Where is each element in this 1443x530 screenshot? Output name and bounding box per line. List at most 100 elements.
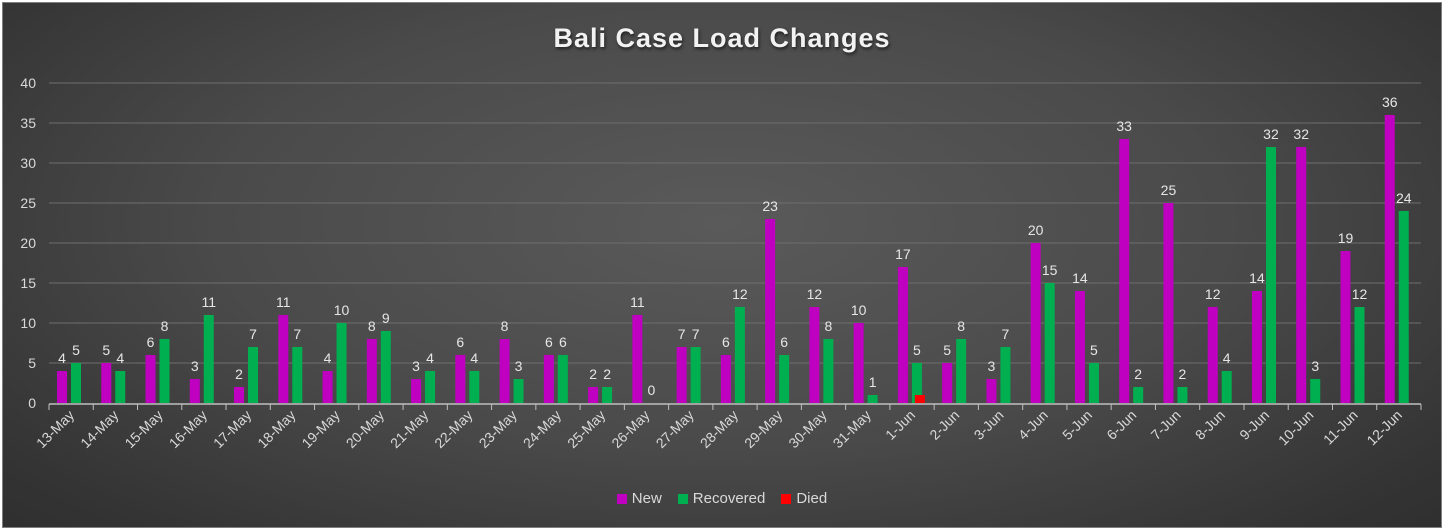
data-label-recovered: 3 xyxy=(515,358,523,374)
data-label-recovered: 12 xyxy=(732,286,748,302)
data-label-new: 4 xyxy=(58,350,66,366)
data-label-recovered: 4 xyxy=(116,350,124,366)
legend: New Recovered Died xyxy=(3,490,1441,507)
data-label-new: 5 xyxy=(102,342,110,358)
bar-new xyxy=(366,339,377,403)
data-label-new: 5 xyxy=(943,342,951,358)
y-tick-label: 30 xyxy=(20,155,36,171)
bar-recovered xyxy=(734,307,745,403)
x-tick-label: 24-May xyxy=(520,407,564,451)
data-label-new: 17 xyxy=(895,246,911,262)
data-label-recovered: 5 xyxy=(913,342,921,358)
data-label-recovered: 2 xyxy=(1179,366,1187,382)
bar-new xyxy=(499,339,510,403)
x-tick-label: 20-May xyxy=(343,407,387,451)
bar-recovered xyxy=(1354,307,1365,403)
bar-recovered xyxy=(1221,371,1232,403)
x-tick-label: 21-May xyxy=(387,407,431,451)
y-tick-label: 10 xyxy=(20,315,36,331)
bar-recovered xyxy=(1177,387,1188,403)
data-label-new: 11 xyxy=(630,294,645,310)
legend-item: Recovered xyxy=(677,490,765,507)
bar-recovered xyxy=(1310,379,1321,403)
data-label-recovered: 4 xyxy=(1223,350,1231,366)
bar-new xyxy=(101,363,112,403)
x-tick-label: 19-May xyxy=(298,407,342,451)
bar-recovered xyxy=(159,339,170,403)
x-tick-label: 14-May xyxy=(77,407,121,451)
data-label-new: 14 xyxy=(1249,270,1265,286)
data-label-recovered: 9 xyxy=(382,310,390,326)
bar-new xyxy=(1296,147,1307,403)
data-label-new: 25 xyxy=(1161,182,1177,198)
data-label-new: 36 xyxy=(1382,94,1398,110)
data-label-recovered: 5 xyxy=(1090,342,1098,358)
data-label-new: 3 xyxy=(988,358,996,374)
x-tick-label: 9-Jun xyxy=(1236,407,1272,443)
bar-new xyxy=(145,355,156,403)
data-label-new: 20 xyxy=(1028,222,1044,238)
bar-recovered xyxy=(823,339,834,403)
bar-new xyxy=(853,323,864,403)
x-tick-label: 28-May xyxy=(697,407,741,451)
x-tick-label: 27-May xyxy=(653,407,697,451)
data-label-new: 6 xyxy=(147,334,155,350)
bars xyxy=(57,115,1409,403)
y-tick-label: 35 xyxy=(20,115,36,131)
bar-recovered xyxy=(115,371,126,403)
x-tick-label: 1-Jun xyxy=(882,407,918,443)
x-tick-label: 18-May xyxy=(254,407,298,451)
data-label-recovered: 24 xyxy=(1396,190,1412,206)
data-label-recovered: 3 xyxy=(1311,358,1319,374)
data-label-recovered: 10 xyxy=(334,302,350,318)
x-tick-label: 6-Jun xyxy=(1103,407,1139,443)
y-tick-label: 20 xyxy=(20,235,36,251)
bar-recovered xyxy=(425,371,436,403)
data-label-recovered: 32 xyxy=(1263,126,1279,142)
bar-recovered xyxy=(779,355,790,403)
data-label-recovered: 8 xyxy=(824,318,832,334)
y-tick-label: 40 xyxy=(20,75,36,91)
bar-recovered xyxy=(690,347,701,403)
data-label-recovered: 6 xyxy=(780,334,788,350)
data-label-recovered: 8 xyxy=(957,318,965,334)
bar-recovered xyxy=(1044,283,1055,403)
bar-new xyxy=(986,379,997,403)
data-label-new: 11 xyxy=(276,294,291,310)
x-tick-label: 30-May xyxy=(785,407,829,451)
y-tick-label: 0 xyxy=(28,395,36,411)
bar-new xyxy=(720,355,731,403)
bar-new xyxy=(942,363,953,403)
x-tick-label: 8-Jun xyxy=(1192,407,1228,443)
bar-recovered xyxy=(248,347,259,403)
bar-recovered xyxy=(336,323,347,403)
x-tick-label: 26-May xyxy=(608,407,652,451)
x-tick-label: 23-May xyxy=(476,407,520,451)
bar-recovered xyxy=(203,315,214,403)
legend-item: New xyxy=(616,490,662,507)
x-tick-label: 31-May xyxy=(830,407,874,451)
data-label-recovered: 2 xyxy=(603,366,611,382)
y-tick-label: 15 xyxy=(20,275,36,291)
bar-new xyxy=(897,267,908,403)
x-tick-label: 16-May xyxy=(166,407,210,451)
data-label-new: 12 xyxy=(1205,286,1221,302)
data-label-recovered: 7 xyxy=(249,326,257,342)
data-label-recovered: 6 xyxy=(559,334,567,350)
data-label-new: 23 xyxy=(762,198,778,214)
data-label-recovered: 1 xyxy=(869,374,877,390)
y-tick-label: 25 xyxy=(20,195,36,211)
data-label-recovered: 0 xyxy=(647,382,655,398)
data-label-new: 2 xyxy=(235,366,243,382)
bar-recovered xyxy=(867,395,878,403)
bar-recovered xyxy=(1000,347,1011,403)
bar-recovered xyxy=(1265,147,1276,403)
bar-recovered xyxy=(1398,211,1409,403)
bar-new xyxy=(57,371,67,403)
legend-label: Died xyxy=(796,490,828,507)
bar-new xyxy=(1163,203,1174,403)
bar-recovered xyxy=(911,363,922,403)
x-tick-label: 3-Jun xyxy=(971,407,1007,443)
chart-title: Bali Case Load Changes xyxy=(553,23,891,53)
data-label-new: 3 xyxy=(412,358,420,374)
